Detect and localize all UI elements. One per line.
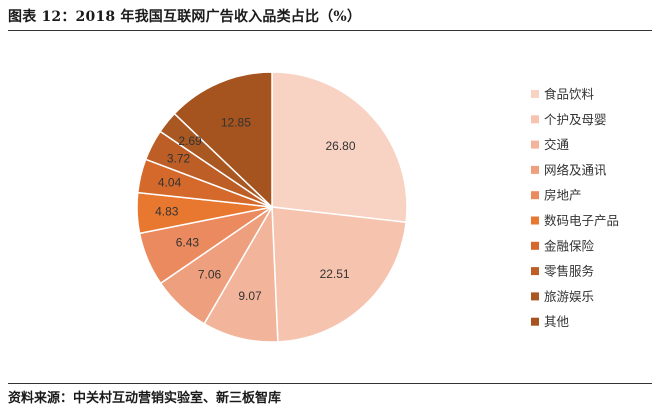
data-label-8: 3.72 [167,152,191,166]
legend-swatch-8 [531,267,539,276]
legend-label-8: 零售服务 [544,264,594,279]
legend-label-6: 数码电子产品 [544,213,619,228]
title-rule [8,30,652,31]
data-label-9: 2.69 [178,134,202,148]
source-rule [8,383,652,384]
legend-label-9: 旅游娱乐 [544,289,594,304]
legend-label-10: 其他 [544,314,570,329]
legend-swatch-9 [531,292,539,301]
legend-swatch-3 [531,140,539,149]
figure-title: 图表 12：2018 年我国互联网广告收入品类占比（%） [8,9,362,25]
data-label-1: 26.80 [325,139,355,153]
data-label-7: 4.04 [158,176,182,190]
pie-data-labels: 26.80 22.51 9.07 7.06 6.43 4.83 4.04 3.72 2.69 12… [155,116,356,304]
data-label-4: 7.06 [198,267,222,281]
data-label-2: 22.51 [320,267,350,281]
legend-label-4: 网络及通讯 [544,162,607,177]
legend-swatch-2 [531,115,539,124]
data-label-5: 6.43 [176,236,200,250]
pie-slices [136,71,408,343]
legend-label-7: 金融保险 [544,238,595,253]
legend-swatch-6 [531,216,539,225]
pie-slice-1 [271,71,408,224]
figure-source: 资料来源：中关村互动营销实验室、新三板智库 [8,391,282,406]
legend-swatch-4 [531,165,539,174]
legend-label-1: 食品饮料 [544,87,595,102]
legend-swatch-7 [531,241,539,250]
data-label-3: 9.07 [238,289,262,303]
data-label-6: 4.83 [155,205,179,219]
pie-slice-2 [271,206,407,343]
legend-swatch-1 [531,90,539,98]
pie-slice-10 [173,71,273,209]
legend-label-3: 交通 [544,137,570,152]
legend-swatch-5 [531,191,539,200]
legend-label-5: 房地产 [544,188,582,203]
data-label-10: 12.85 [221,116,251,130]
legend-swatch-10 [531,317,539,326]
legend-label-2: 个护及母婴 [544,112,607,127]
